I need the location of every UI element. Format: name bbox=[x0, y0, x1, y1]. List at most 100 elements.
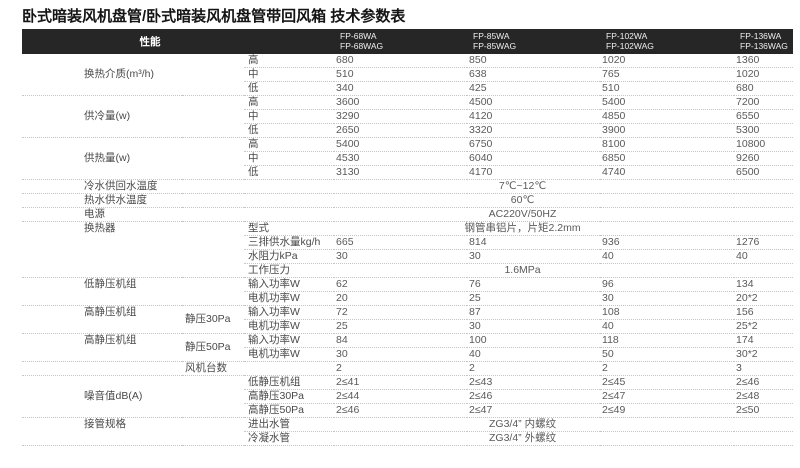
value-cell: 510 bbox=[600, 81, 735, 96]
value-cell: 2≤50 bbox=[734, 403, 794, 418]
value-cell: 2 bbox=[467, 361, 601, 376]
value-cell: 1276 bbox=[734, 235, 794, 250]
value-cell: 40 bbox=[467, 347, 601, 362]
table-row: 电机功率W 20 25 30 20*2 bbox=[22, 291, 794, 306]
value-cell: 4120 bbox=[467, 109, 601, 124]
value-cell: 2≤45 bbox=[600, 375, 735, 390]
value-cell: 156 bbox=[734, 305, 794, 320]
value-cell: 6850 bbox=[600, 151, 735, 166]
value-cell: 665 bbox=[334, 235, 468, 250]
value-cell: 30*2 bbox=[734, 347, 794, 362]
table-row: 换热器 型式 钢管串铝片，片矩2.2mm bbox=[22, 221, 794, 278]
value-cell: 5400 bbox=[600, 95, 735, 110]
value-cell: 4740 bbox=[600, 165, 735, 180]
table-row: 工作压力 1.6MPa bbox=[22, 263, 794, 278]
value-cell: 84 bbox=[334, 333, 468, 348]
value-cell: 1360 bbox=[734, 54, 794, 68]
row-group-label: 高静压机组 bbox=[22, 333, 182, 362]
value-cell: 40 bbox=[734, 249, 794, 264]
row-attr-label: 高 bbox=[244, 137, 335, 152]
model-name-line1: FP-68WA bbox=[340, 31, 377, 41]
value-cell: 62 bbox=[334, 277, 468, 292]
value-cell: 72 bbox=[334, 305, 468, 320]
value-cell: 100 bbox=[467, 333, 601, 348]
value-cell: 2≤41 bbox=[334, 375, 468, 390]
value-cell: 2≤46 bbox=[734, 375, 794, 390]
row-attr-label: 高静压30Pa bbox=[244, 389, 335, 404]
table-row: 电源 AC220V/50HZ bbox=[22, 207, 794, 222]
value-cell: 30 bbox=[467, 249, 601, 264]
value-cell: 2650 bbox=[334, 123, 468, 138]
row-attr-label: 电机功率W bbox=[244, 319, 335, 334]
table-row: 热水供水温度 60℃ bbox=[22, 193, 794, 208]
model-name-line2: FP-68WAG bbox=[340, 40, 384, 51]
row-attr-label: 低 bbox=[244, 165, 335, 180]
row-attr-label: 冷凝水管 bbox=[244, 431, 335, 446]
value-cell: 2≤43 bbox=[467, 375, 601, 390]
value-cell: 2≤46 bbox=[334, 403, 468, 418]
value-cell: 30 bbox=[467, 319, 601, 334]
table-row: 供热量(w) 高 5400 6750 8100 10800 bbox=[22, 137, 794, 180]
table-row: 中 510 638 765 1020 bbox=[22, 67, 794, 82]
value-cell: 850 bbox=[467, 54, 601, 68]
row-group-label: 换热器 bbox=[22, 221, 244, 278]
value-cell: 3320 bbox=[467, 123, 601, 138]
table-row: 低 2650 3320 3900 5300 bbox=[22, 123, 794, 138]
table-row: 中 3290 4120 4850 6550 bbox=[22, 109, 794, 124]
value-cell: 4500 bbox=[467, 95, 601, 110]
value-span-cell: AC220V/50HZ bbox=[334, 207, 794, 222]
table-row: 冷凝水管 ZG3/4” 外螺纹 bbox=[22, 431, 794, 446]
table-row: 风机台数 2 2 2 3 bbox=[22, 361, 794, 376]
value-cell: 96 bbox=[600, 277, 735, 292]
row-attr-label: 中 bbox=[244, 109, 335, 124]
row-group-label: 冷水供回水温度 bbox=[22, 179, 335, 194]
table-row: 高静压机组 静压50Pa 输入功率W 84 100 118 174 bbox=[22, 333, 794, 362]
row-sub-label: 风机台数 bbox=[182, 361, 335, 376]
table-row: 高静压30Pa 2≤44 2≤46 2≤47 2≤48 bbox=[22, 389, 794, 404]
table-row: 接管规格 进出水管 ZG3/4” 内螺纹 bbox=[22, 417, 794, 446]
row-sub-label: 静压50Pa bbox=[182, 333, 244, 362]
value-cell: 134 bbox=[734, 277, 794, 292]
value-cell: 3290 bbox=[334, 109, 468, 124]
value-span-cell: 钢管串铝片，片矩2.2mm bbox=[334, 221, 794, 236]
value-cell: 680 bbox=[334, 54, 468, 68]
value-cell: 30 bbox=[334, 347, 468, 362]
table-row: 水阻力kPa 30 30 40 40 bbox=[22, 249, 794, 264]
row-attr-label: 中 bbox=[244, 151, 335, 166]
value-cell: 108 bbox=[600, 305, 735, 320]
table-row: 低静压机组 输入功率W 62 76 96 134 bbox=[22, 277, 794, 306]
value-cell: 6040 bbox=[467, 151, 601, 166]
row-group-label: 接管规格 bbox=[22, 417, 244, 446]
table-row: 电机功率W 25 30 40 25*2 bbox=[22, 319, 794, 334]
row-attr-label: 高 bbox=[244, 95, 335, 110]
table-row: 低 340 425 510 680 bbox=[22, 81, 794, 96]
table-row: 供冷量(w) 高 3600 4500 5400 7200 bbox=[22, 95, 794, 138]
value-cell: 1020 bbox=[734, 67, 794, 82]
model-name-line1: FP-136WA bbox=[740, 31, 782, 41]
value-cell: 680 bbox=[734, 81, 794, 96]
value-span-cell: 60℃ bbox=[334, 193, 794, 208]
spec-table: 性能 FP-68WA FP-68WAG FP-85WA FP-85WAG FP-… bbox=[22, 29, 794, 446]
value-cell: 5300 bbox=[734, 123, 794, 138]
row-group-label: 供冷量(w) bbox=[22, 95, 244, 138]
value-cell: 2≤47 bbox=[467, 403, 601, 418]
value-cell: 40 bbox=[600, 319, 735, 334]
row-attr-label: 低静压机组 bbox=[244, 375, 335, 390]
row-group-label: 换热介质(m³/h) bbox=[22, 54, 244, 96]
value-cell: 340 bbox=[334, 81, 468, 96]
value-span-cell: ZG3/4” 内螺纹 bbox=[334, 417, 794, 432]
table-row: 高静压机组 静压30Pa 输入功率W 72 87 108 156 bbox=[22, 305, 794, 334]
model-name-line2: FP-85WAG bbox=[473, 40, 517, 51]
value-cell: 2≤48 bbox=[734, 389, 794, 404]
header-model-fp68: FP-68WA FP-68WAG bbox=[334, 29, 468, 54]
table-row: 中 4530 6040 6850 9260 bbox=[22, 151, 794, 166]
value-cell: 638 bbox=[467, 67, 601, 82]
model-name-line2: FP-136WAG bbox=[740, 40, 788, 51]
table-body: 换热介质(m³/h) 高 680 850 1020 1360 中 510 638 765 1020 低… bbox=[22, 54, 794, 446]
row-group-label: 低静压机组 bbox=[22, 277, 244, 306]
value-cell: 30 bbox=[334, 249, 468, 264]
value-cell: 4170 bbox=[467, 165, 601, 180]
row-group-label: 高静压机组 bbox=[22, 305, 182, 334]
value-cell: 8100 bbox=[600, 137, 735, 152]
